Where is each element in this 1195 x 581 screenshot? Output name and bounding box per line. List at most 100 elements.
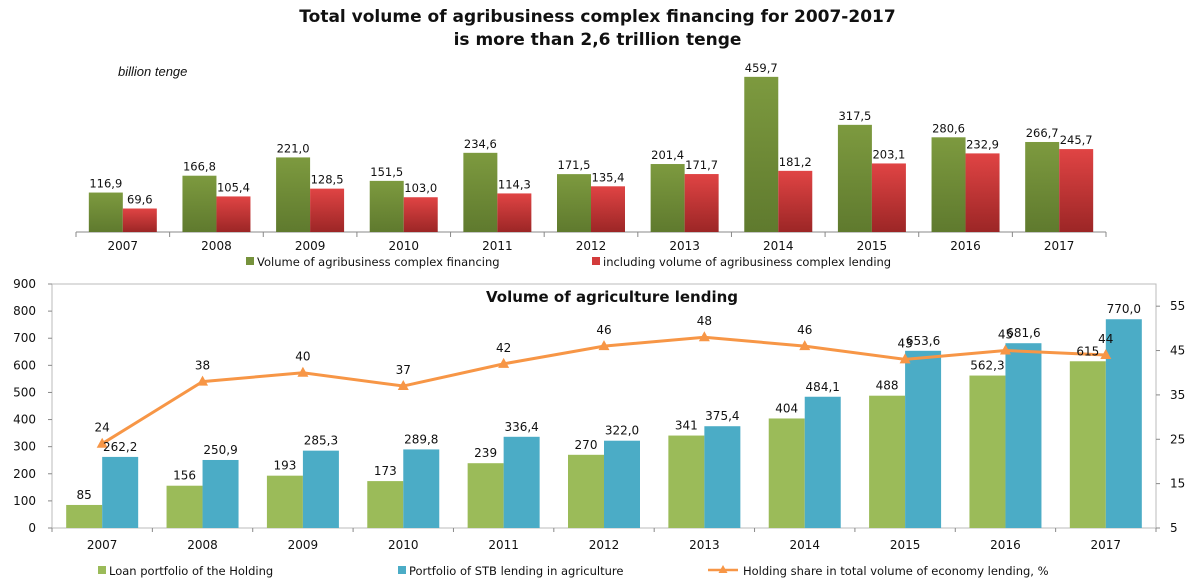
top-x-tick-label: 2017: [1044, 239, 1075, 253]
legend-marker-share: [718, 565, 728, 573]
bottom-combo-chart: Volume of agriculture lending 0 100 200 300 4…: [13, 277, 1185, 578]
share-data-label: 44: [1098, 332, 1113, 346]
top-chart-title-line-1: Total volume of agribusiness complex fin…: [299, 7, 896, 27]
top-bar-data-label: 221,0: [277, 141, 310, 155]
top-bar-financing: [1025, 141, 1060, 232]
stb-data-label: 285,3: [304, 434, 338, 448]
bottom-bar-loan-portfolio: [969, 375, 1006, 528]
top-bar-data-label: 232,9: [966, 137, 999, 151]
top-x-tick-label: 2016: [950, 239, 981, 253]
bottom-x-tick-label: 2014: [789, 538, 820, 552]
bottom-x-tick-label: 2012: [589, 538, 620, 552]
right-y-tick-label: 5: [1170, 521, 1178, 535]
unit-label: billion tenge: [118, 64, 188, 79]
top-x-tick-label: 2013: [669, 239, 700, 253]
top-bar-data-label: 203,1: [872, 147, 905, 161]
bottom-bar-stb-portfolio: [302, 450, 339, 528]
holding-share-point: [1100, 348, 1112, 359]
top-bar-lending: [403, 197, 438, 232]
loan-data-label: 404: [775, 401, 798, 415]
bottom-x-tick-label: 2011: [488, 538, 519, 552]
left-y-tick-label: 700: [13, 331, 36, 345]
top-bar-lending: [310, 188, 345, 232]
right-y-tick-label: 15: [1170, 477, 1185, 491]
top-legend-swatch: [246, 257, 254, 265]
top-bar-lending: [122, 208, 157, 232]
top-bar-data-label: 317,5: [838, 109, 871, 123]
bottom-chart-title: Volume of agriculture lending: [486, 288, 738, 306]
loan-data-label: 341: [675, 419, 698, 433]
top-bar-financing: [557, 174, 591, 232]
left-y-tick-label: 200: [13, 467, 36, 481]
top-bar-financing: [182, 175, 217, 232]
legend-swatch-stb: [398, 566, 406, 574]
loan-data-label: 270: [575, 438, 598, 452]
top-bar-data-label: 266,7: [1026, 126, 1059, 140]
share-data-label: 24: [95, 421, 110, 435]
top-x-tick-label: 2008: [201, 239, 232, 253]
bottom-x-tick-label: 2013: [689, 538, 720, 552]
top-bar-financing: [744, 76, 779, 232]
bottom-bar-stb-portfolio: [905, 350, 942, 528]
top-bar-data-label: 103,0: [404, 181, 437, 195]
top-bar-data-label: 135,4: [592, 170, 625, 184]
top-chart-title-line-2: is more than 2,6 trillion tenge: [453, 30, 742, 50]
holding-share-point: [899, 353, 911, 364]
bottom-bar-stb-portfolio: [1105, 319, 1142, 528]
bottom-bar-loan-portfolio: [266, 475, 303, 528]
legend-entry-loan: Loan portfolio of the Holding: [109, 564, 273, 578]
top-bar-lending: [591, 186, 625, 232]
top-bar-data-label: 245,7: [1060, 133, 1093, 147]
top-bar-lending: [497, 193, 532, 232]
legend-entry-share: Holding share in total volume of economy…: [743, 564, 1049, 578]
right-y-tick-label: 55: [1170, 299, 1185, 313]
top-x-tick-label: 2007: [108, 239, 139, 253]
bottom-x-tick-label: 2016: [990, 538, 1021, 552]
holding-share-point: [397, 380, 409, 391]
stb-data-label: 336,4: [504, 420, 538, 434]
top-bar-financing: [276, 157, 311, 232]
top-x-tick-label: 2012: [576, 239, 607, 253]
top-bar-data-label: 171,5: [558, 158, 591, 172]
share-data-label: 48: [697, 314, 712, 328]
left-y-tick-label: 800: [13, 304, 36, 318]
top-bar-data-label: 181,2: [779, 155, 812, 169]
holding-share-point: [698, 331, 710, 342]
bottom-bar-stb-portfolio: [704, 426, 741, 528]
bottom-bar-loan-portfolio: [66, 504, 103, 528]
top-x-tick-label: 2009: [295, 239, 326, 253]
bottom-bar-loan-portfolio: [1069, 361, 1106, 528]
legend-entry-stb: Portfolio of STB lending in agriculture: [409, 564, 623, 578]
stb-data-label: 289,8: [404, 432, 438, 446]
bottom-x-tick-label: 2017: [1091, 538, 1122, 552]
holding-share-point: [297, 366, 309, 377]
bottom-bar-stb-portfolio: [804, 396, 841, 528]
top-bar-data-label: 234,6: [464, 137, 497, 151]
bottom-x-tick-label: 2007: [87, 538, 118, 552]
top-legend-entry: including volume of agribusiness complex…: [603, 255, 891, 269]
top-bar-data-label: 166,8: [183, 160, 216, 174]
top-chart-title: Total volume of agribusiness complex fin…: [0, 6, 1195, 52]
bottom-x-tick-label: 2009: [288, 538, 319, 552]
left-y-tick-label: 500: [13, 385, 36, 399]
bottom-bar-stb-portfolio: [503, 436, 540, 528]
left-y-tick-label: 400: [13, 413, 36, 427]
top-bar-data-label: 280,6: [932, 121, 965, 135]
holding-share-point: [197, 375, 209, 386]
top-x-tick-label: 2011: [482, 239, 513, 253]
loan-data-label: 193: [273, 459, 296, 473]
share-data-label: 45: [998, 328, 1013, 342]
top-bar-data-label: 151,5: [370, 165, 403, 179]
bottom-bar-stb-portfolio: [102, 456, 139, 528]
top-bar-lending: [965, 153, 1000, 232]
loan-data-label: 85: [77, 488, 92, 502]
bottom-bar-stb-portfolio: [1005, 343, 1042, 528]
bottom-bar-loan-portfolio: [869, 395, 906, 528]
legend-swatch-loan: [98, 566, 106, 574]
stb-data-label: 653,6: [906, 334, 940, 348]
share-data-label: 40: [295, 350, 310, 364]
bottom-bar-loan-portfolio: [367, 481, 404, 528]
bottom-x-tick-label: 2015: [890, 538, 921, 552]
